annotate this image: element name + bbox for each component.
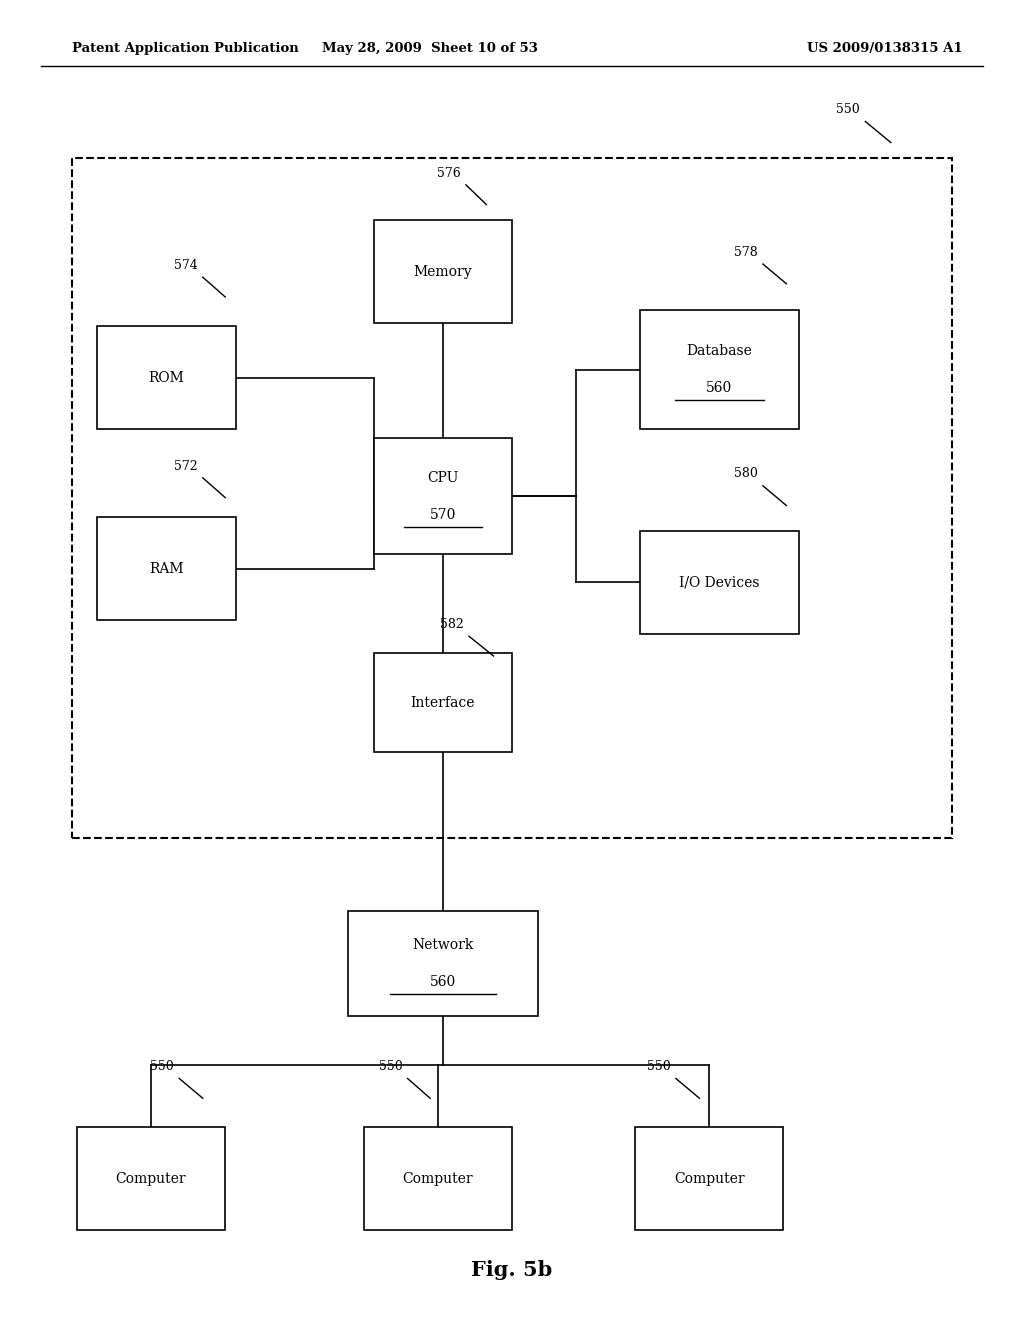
Text: 582: 582 [440, 618, 464, 631]
Text: 550: 550 [379, 1060, 402, 1073]
Text: Computer: Computer [674, 1172, 744, 1185]
Text: 550: 550 [837, 103, 860, 116]
Bar [374, 220, 512, 323]
Text: May 28, 2009  Sheet 10 of 53: May 28, 2009 Sheet 10 of 53 [323, 42, 538, 55]
Text: 580: 580 [734, 467, 758, 480]
Text: Computer: Computer [116, 1172, 186, 1185]
Bar [97, 326, 236, 429]
Text: ROM: ROM [148, 371, 184, 384]
Bar [374, 438, 512, 554]
Text: Interface: Interface [411, 696, 475, 710]
Bar [97, 517, 236, 620]
Text: CPU: CPU [427, 471, 459, 484]
Text: Network: Network [413, 939, 473, 952]
Text: I/O Devices: I/O Devices [679, 576, 760, 589]
Text: Patent Application Publication: Patent Application Publication [72, 42, 298, 55]
Bar [640, 310, 799, 429]
Bar [77, 1127, 225, 1230]
Text: RAM: RAM [150, 562, 183, 576]
Text: Computer: Computer [402, 1172, 473, 1185]
Text: 578: 578 [734, 246, 758, 259]
Text: 550: 550 [647, 1060, 671, 1073]
Text: Fig. 5b: Fig. 5b [471, 1259, 553, 1280]
Text: 576: 576 [437, 166, 461, 180]
Text: Database: Database [686, 345, 753, 358]
Bar [364, 1127, 512, 1230]
Text: US 2009/0138315 A1: US 2009/0138315 A1 [807, 42, 963, 55]
Text: 560: 560 [430, 975, 456, 989]
Bar [374, 653, 512, 752]
Bar [635, 1127, 783, 1230]
Text: Memory: Memory [414, 265, 472, 279]
Text: 560: 560 [707, 381, 732, 395]
Text: 572: 572 [174, 459, 198, 473]
Text: 574: 574 [174, 259, 198, 272]
Text: 570: 570 [430, 508, 456, 521]
Bar [348, 911, 538, 1016]
Text: 550: 550 [151, 1060, 174, 1073]
Bar [640, 531, 799, 634]
Bar [72, 158, 952, 838]
